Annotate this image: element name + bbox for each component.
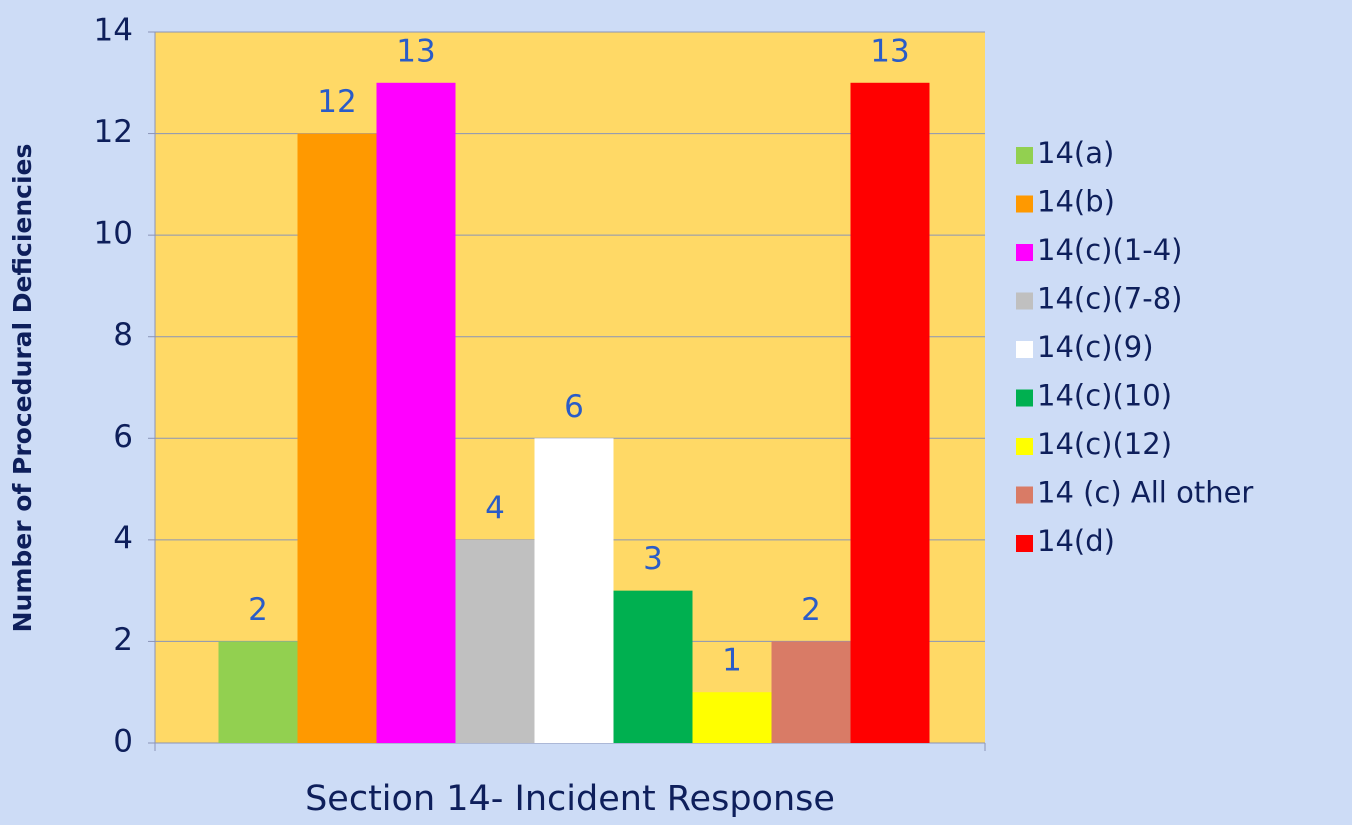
bar <box>218 641 298 743</box>
data-label: 12 <box>317 84 356 120</box>
bar <box>850 82 930 744</box>
bar <box>297 133 377 744</box>
data-label: 3 <box>643 541 663 577</box>
y-axis-label: Number of Procedural Deficiencies <box>8 144 37 633</box>
legend-swatch <box>1016 341 1033 358</box>
bar <box>771 641 851 743</box>
legend-swatch <box>1016 389 1033 407</box>
legend-label: 14(c)(12) <box>1037 427 1172 461</box>
legend-label: 14(c)(9) <box>1037 330 1154 364</box>
bar <box>455 539 535 743</box>
legend-label: 14 (c) All other <box>1037 476 1253 510</box>
legend-label: 14(b) <box>1037 185 1115 219</box>
y-tick-label: 6 <box>113 419 133 455</box>
legend-label: 14(c)(1-4) <box>1037 233 1182 267</box>
data-label: 13 <box>870 33 909 69</box>
legend-swatch <box>1016 438 1033 455</box>
legend-label: 14(c)(7-8) <box>1037 282 1182 316</box>
legend-swatch <box>1016 195 1033 213</box>
data-label: 4 <box>485 490 505 526</box>
legend-swatch <box>1016 244 1033 261</box>
legend-label: 14(a) <box>1037 136 1114 170</box>
y-tick-label: 0 <box>113 724 133 760</box>
y-tick-label: 12 <box>94 114 133 150</box>
y-tick-label: 14 <box>94 13 133 49</box>
legend-swatch <box>1016 535 1033 552</box>
bar <box>376 82 456 744</box>
legend-swatch <box>1016 486 1033 504</box>
y-tick-label: 4 <box>113 520 133 556</box>
data-label: 13 <box>396 33 435 69</box>
legend-swatch <box>1016 147 1033 164</box>
data-label: 2 <box>801 592 821 628</box>
bar <box>534 438 614 743</box>
data-label: 2 <box>248 592 268 628</box>
y-tick-label: 8 <box>113 317 133 353</box>
bar <box>613 590 693 743</box>
data-label: 6 <box>564 389 584 425</box>
y-tick-label: 10 <box>94 216 133 252</box>
bar <box>692 692 772 743</box>
legend-swatch <box>1016 292 1033 310</box>
legend-label: 14(d) <box>1037 524 1115 558</box>
data-label: 1 <box>722 643 742 679</box>
y-tick-label: 2 <box>113 622 133 658</box>
legend-label: 14(c)(10) <box>1037 379 1172 413</box>
x-axis-label: Section 14- Incident Response <box>305 779 835 819</box>
